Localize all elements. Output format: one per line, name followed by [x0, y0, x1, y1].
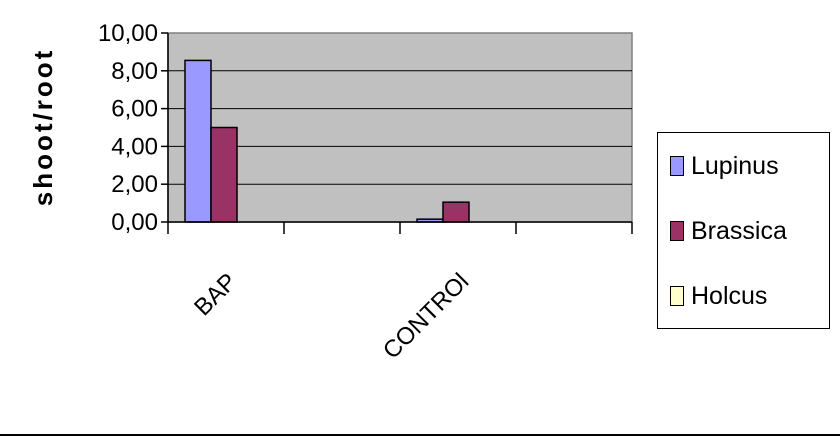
y-tick-label: 8,00	[111, 58, 158, 85]
legend-label-holcus: Holcus	[691, 281, 768, 310]
legend-item-lupinus: Lupinus	[670, 151, 779, 181]
x-axis	[167, 221, 633, 234]
legend-label-lupinus: Lupinus	[691, 151, 779, 180]
plot-area	[167, 32, 633, 223]
bottom-border	[0, 434, 840, 436]
legend-swatch-holcus	[670, 286, 684, 306]
category-label-control: CONTROl	[378, 268, 474, 364]
bar-brassica-bap	[210, 126, 238, 223]
y-tick-label: 6,00	[111, 96, 158, 123]
y-tick-label: 4,00	[111, 133, 158, 160]
y-tick-label: 0,00	[111, 209, 158, 236]
legend-swatch-brassica	[670, 221, 684, 241]
legend-swatch-lupinus	[670, 156, 684, 176]
legend-item-holcus: Holcus	[670, 281, 767, 311]
category-label-bap: BAP	[189, 268, 242, 321]
gridlines	[168, 70, 632, 185]
legend-label-brassica: Brassica	[691, 216, 787, 245]
y-axis-title: shoot/root	[28, 48, 58, 207]
y-tick-label: 2,00	[111, 171, 158, 198]
bar-lupinus-bap	[184, 59, 212, 223]
category-labels: BAP CONTROl	[189, 268, 474, 364]
y-axis: 0,00 2,00 4,00 6,00 8,00 10,00	[98, 20, 169, 236]
legend: Lupinus Brassica Holcus	[657, 132, 830, 329]
y-tick-label: 10,00	[98, 20, 158, 47]
bar-brassica-control	[442, 201, 470, 223]
legend-item-brassica: Brassica	[670, 216, 787, 246]
